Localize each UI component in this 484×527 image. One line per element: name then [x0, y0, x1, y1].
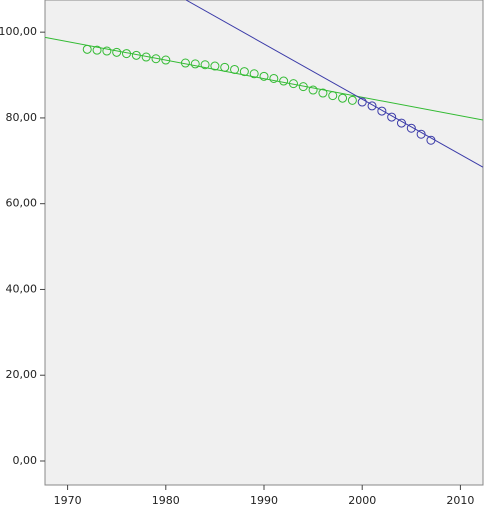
point: [347, 95, 357, 105]
fit-line: [45, 36, 483, 121]
point: [328, 91, 338, 101]
x-tick-label: 1970: [54, 494, 82, 507]
point: [377, 106, 387, 116]
point: [298, 82, 308, 92]
point: [131, 50, 141, 60]
plot-area: [44, 0, 484, 486]
x-tick-label: 1980: [152, 494, 180, 507]
y-tick-label: 80,00: [6, 111, 38, 124]
point: [239, 67, 249, 77]
point: [387, 112, 397, 122]
point: [190, 59, 200, 69]
point: [82, 44, 92, 54]
point: [220, 62, 230, 72]
point: [338, 93, 348, 103]
point: [141, 52, 151, 62]
point: [151, 54, 161, 64]
point: [122, 49, 132, 59]
plot-layer: [45, 0, 483, 168]
point: [249, 69, 259, 79]
point: [269, 73, 279, 83]
point: [210, 61, 220, 71]
point: [416, 129, 426, 139]
point: [406, 123, 416, 133]
y-tick-label: 40,00: [6, 282, 38, 295]
point: [426, 135, 436, 145]
point: [279, 76, 289, 86]
fit-line: [185, 0, 483, 168]
point: [367, 101, 377, 111]
point: [180, 58, 190, 68]
point: [92, 45, 102, 55]
point: [161, 55, 171, 65]
point: [318, 88, 328, 98]
y-tick-label: 100,00: [0, 25, 37, 38]
point: [230, 64, 240, 74]
point: [308, 85, 318, 95]
point: [357, 97, 367, 107]
y-tick-label: 0,00: [13, 454, 38, 467]
x-tick-label: 1990: [250, 494, 278, 507]
y-tick-label: 20,00: [6, 368, 38, 381]
y-tick-label: 60,00: [6, 197, 38, 210]
point: [396, 118, 406, 128]
point: [112, 47, 122, 57]
point: [259, 71, 269, 81]
point: [102, 46, 112, 56]
x-tick-label: 2000: [348, 494, 376, 507]
point: [288, 79, 298, 89]
point: [200, 60, 210, 70]
x-tick-label: 2010: [446, 494, 474, 507]
